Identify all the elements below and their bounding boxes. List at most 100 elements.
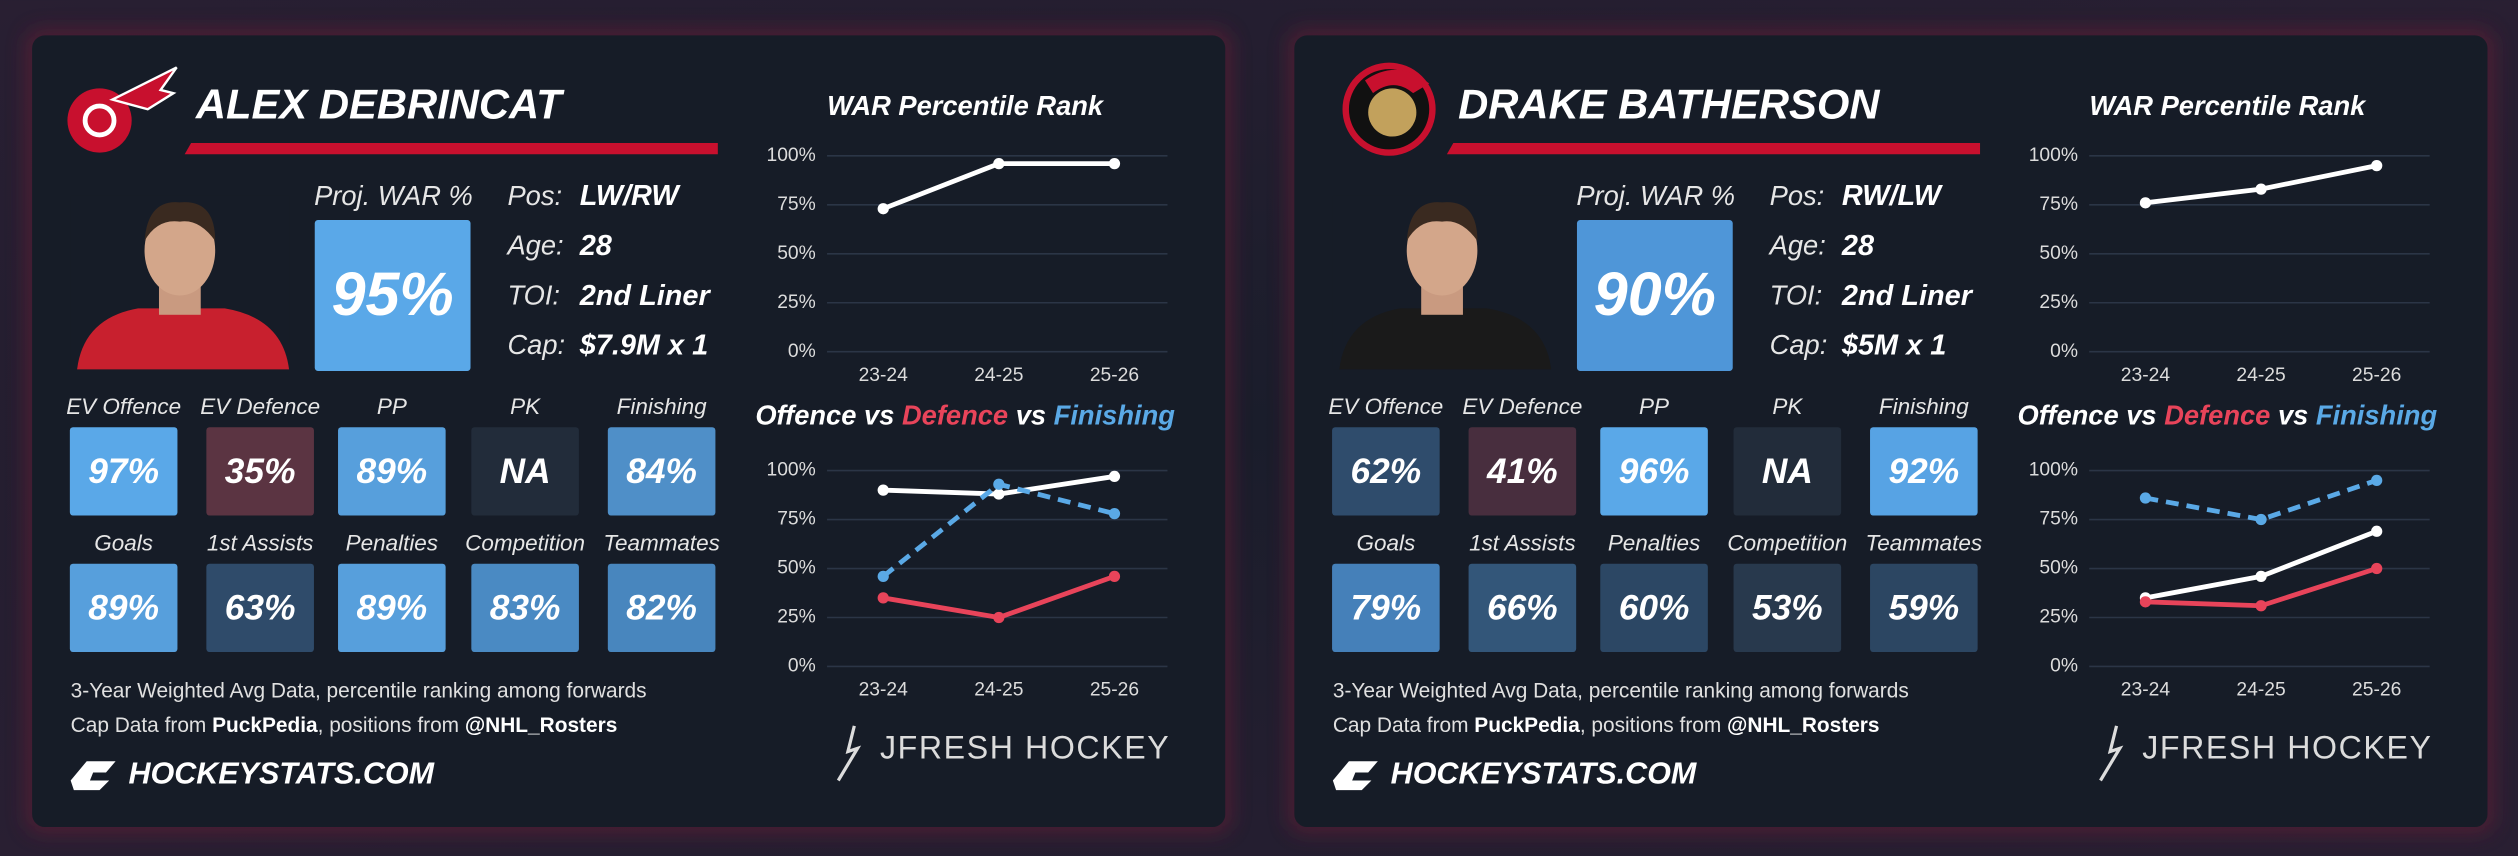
photo-hair <box>1406 202 1478 241</box>
site-icon <box>70 761 116 791</box>
y-tick-label: 50% <box>2039 243 2078 264</box>
data-point <box>1108 508 1121 520</box>
y-tick-label: 25% <box>777 607 816 628</box>
tile-value: 53% <box>1752 589 1823 628</box>
info-label: TOI: <box>507 279 560 310</box>
x-tick-label: 25-26 <box>1090 680 1139 701</box>
title-separator: vs <box>1016 400 1046 431</box>
y-tick-label: 25% <box>777 292 816 313</box>
tile-value: NA <box>500 452 551 491</box>
tile-value: 89% <box>356 589 427 628</box>
x-tick-label: 25-26 <box>2352 680 2401 701</box>
x-tick-label: 23-24 <box>2121 680 2171 701</box>
source-part: PuckPedia <box>212 713 318 736</box>
source-part: , positions from <box>318 713 465 736</box>
y-tick-label: 100% <box>2029 460 2078 481</box>
info-label: Pos: <box>1770 180 1825 211</box>
data-point <box>2139 197 2152 209</box>
tile-value: 89% <box>88 589 159 628</box>
info-label: Age: <box>1768 230 1826 261</box>
chart-title: WAR Percentile Rank <box>2089 90 2367 121</box>
data-point <box>1108 158 1121 170</box>
source-part: , positions from <box>1580 713 1727 736</box>
footnote: 3-Year Weighted Avg Data, percentile ran… <box>71 680 647 703</box>
source-part: @NHL_Rosters <box>465 713 617 736</box>
photo-hair <box>144 202 216 241</box>
y-tick-label: 25% <box>2039 607 2078 628</box>
tile-value: 59% <box>1888 589 1959 628</box>
stat-tile <box>471 563 579 653</box>
tile-value: 35% <box>225 452 296 491</box>
stat-tile <box>471 427 579 516</box>
title-space <box>856 400 864 431</box>
tile-label: EV Offence <box>1328 394 1443 419</box>
tile-label: 1st Assists <box>1469 530 1576 555</box>
stat-tile <box>1870 563 1978 653</box>
photo-body <box>1339 308 1552 370</box>
proj-war-value: 90% <box>1594 260 1716 328</box>
data-point <box>2139 596 2152 608</box>
stat-tile <box>338 563 446 653</box>
tile-label: Teammates <box>1866 530 1983 555</box>
x-tick-label: 23-24 <box>859 365 909 386</box>
tile-label: PK <box>510 394 541 419</box>
stat-tile <box>206 427 314 516</box>
title-separator: vs <box>2126 400 2156 431</box>
tile-value: 89% <box>356 452 427 491</box>
data-point <box>2255 600 2267 612</box>
proj-war-tile <box>1576 220 1733 371</box>
source-part: PuckPedia <box>1474 713 1580 736</box>
site-icon <box>1332 761 1378 791</box>
stat-tile <box>69 563 178 653</box>
x-tick-label: 24-25 <box>974 365 1023 386</box>
data-point <box>993 158 1005 170</box>
tile-label: Finishing <box>617 394 707 419</box>
data-point <box>877 570 889 582</box>
brand-icon <box>836 725 862 782</box>
info-value: RW/LW <box>1842 180 1944 212</box>
tile-label: Finishing <box>1879 394 1969 419</box>
info-value: 28 <box>579 230 613 262</box>
tile-value: 79% <box>1351 589 1422 628</box>
tile-value: 84% <box>626 452 697 491</box>
data-point <box>2139 492 2152 504</box>
team-logo <box>67 66 178 153</box>
title-space <box>2119 400 2127 431</box>
info-value: 28 <box>1841 230 1875 262</box>
y-tick-label: 100% <box>2029 145 2078 166</box>
tile-label: Teammates <box>603 530 720 555</box>
name-underline <box>184 142 718 155</box>
info-label: TOI: <box>1770 279 1823 310</box>
tile-label: EV Offence <box>66 394 181 419</box>
data-point <box>1108 470 1121 483</box>
y-tick-label: 50% <box>777 243 816 264</box>
tile-label: 1st Assists <box>207 530 314 555</box>
y-tick-label: 50% <box>2039 558 2078 579</box>
title-space <box>894 400 902 431</box>
source-part: Cap Data from <box>71 713 212 736</box>
tile-label: Penalties <box>1608 530 1700 555</box>
player-photo <box>70 195 290 370</box>
info-label: Cap: <box>507 329 565 360</box>
y-tick-label: 0% <box>2050 656 2078 677</box>
tile-label: EV Defence <box>1462 394 1582 419</box>
x-tick-label: 24-25 <box>2236 680 2285 701</box>
stat-tile <box>1733 427 1842 516</box>
title-space <box>2308 400 2316 431</box>
tile-value: 96% <box>1619 452 1690 491</box>
team-logo <box>1342 62 1436 156</box>
tile-value: 83% <box>490 589 561 628</box>
tile-value: 63% <box>225 589 296 628</box>
info-label: Cap: <box>1770 329 1828 360</box>
stat-tile <box>1870 427 1978 516</box>
title-space <box>1046 400 1054 431</box>
y-tick-label: 75% <box>2039 509 2078 530</box>
tile-value: NA <box>1762 452 1813 491</box>
info-value: $7.9M x 1 <box>579 330 708 362</box>
logo-plume <box>1364 69 1430 94</box>
legend-entry: Offence <box>755 400 856 431</box>
data-point <box>877 484 889 496</box>
tile-label: EV Defence <box>200 394 320 419</box>
